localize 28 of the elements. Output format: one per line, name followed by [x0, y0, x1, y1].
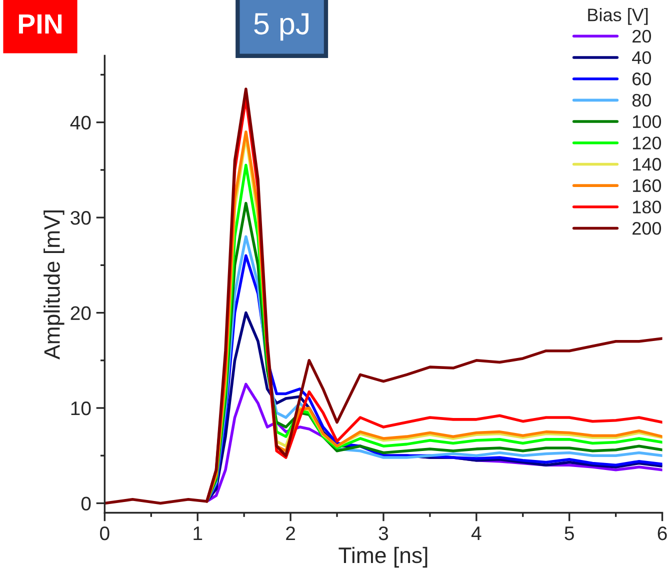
legend-title: Bias [V] [588, 8, 648, 25]
legend-label: 160 [633, 179, 662, 192]
x-tick-label: 2 [286, 526, 295, 540]
y-tick-label: 0 [81, 496, 91, 510]
x-tick-label: 1 [194, 526, 202, 540]
legend-label: 100 [633, 115, 662, 128]
y-axis-title: Amplitude [mV] [44, 210, 64, 360]
legend-label: 180 [633, 200, 662, 214]
y-tick-label: 20 [70, 306, 91, 320]
x-tick-label: 0 [100, 526, 110, 540]
legend-label: 20 [632, 30, 651, 43]
text: 5 pJ [254, 13, 308, 41]
legend-label: 200 [632, 222, 662, 235]
legend-label: 60 [632, 72, 651, 86]
x-axis-title: Time [ns] [338, 546, 428, 568]
legend-label: 120 [633, 136, 662, 150]
text: PIN [18, 14, 62, 34]
y-tick-label: 30 [70, 211, 91, 225]
legend-label: 40 [632, 51, 651, 64]
legend-label: 140 [633, 158, 662, 171]
y-tick-label: 10 [71, 401, 91, 416]
legend-label: 80 [632, 94, 651, 107]
x-tick-label: 5 [564, 526, 574, 540]
x-tick-label: 4 [471, 526, 482, 540]
line-series [104, 88, 662, 505]
x-tick-label: 3 [378, 526, 388, 540]
x-tick-label: 6 [658, 526, 667, 540]
y-tick-label: 40 [70, 116, 91, 130]
